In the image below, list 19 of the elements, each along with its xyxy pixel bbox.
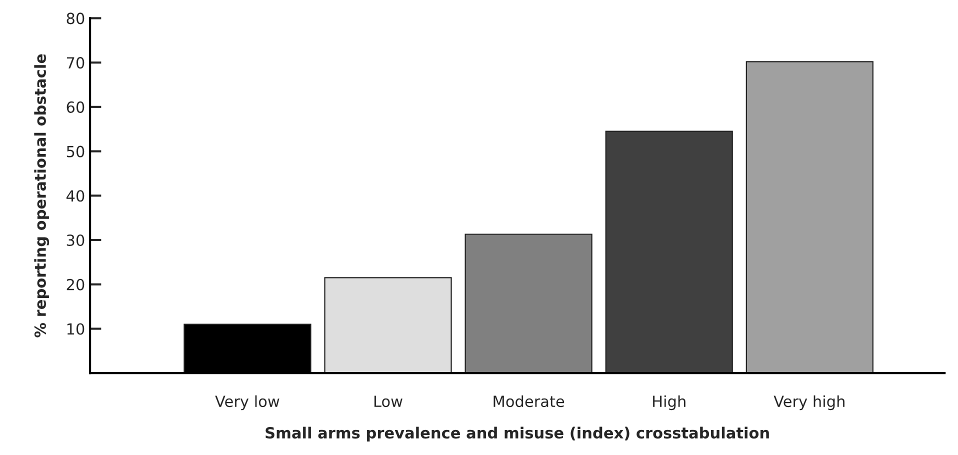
x-tick-label: Very high [774,395,844,410]
y-axis-title: % reporting operational obstacle [34,54,50,338]
y-tick-label: 80 [66,12,84,24]
x-axis-title: Small arms prevalence and misuse (index) crosstabulation [266,426,769,442]
bar [464,234,592,374]
bar [324,277,452,374]
y-tick-label: 20 [66,278,84,290]
x-tick-label: Very low [215,395,280,410]
y-tick-label: 40 [66,190,84,202]
y-tick-label: 30 [66,234,84,246]
bar [605,130,733,374]
bar [746,61,874,374]
x-tick-label: Moderate [494,395,564,408]
y-tick-label: 70 [67,57,84,69]
x-tick-label: Low [374,396,402,408]
y-tick-label: 10 [67,323,84,335]
x-tick-label: High [653,395,686,410]
y-tick-label: 50 [66,146,84,158]
y-tick-label: 60 [66,101,84,113]
